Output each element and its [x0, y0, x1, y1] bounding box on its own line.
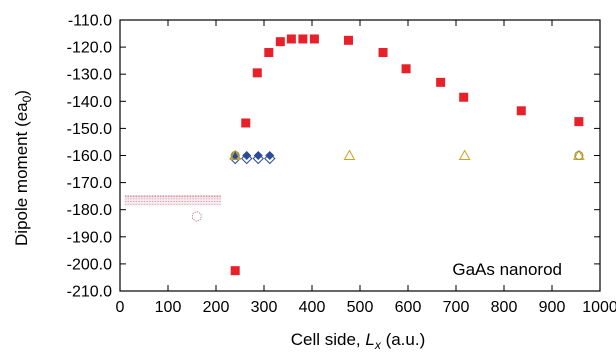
y-tick-label: -200.0: [67, 256, 112, 273]
square-marker: [516, 106, 526, 116]
y-axis-title: Dipole moment (ea0): [12, 90, 34, 246]
x-tick-label: 600: [395, 299, 422, 316]
y-tick-label: -140.0: [67, 94, 112, 111]
circle-marker: [574, 150, 584, 161]
plot-area: [119, 19, 601, 292]
y-tick-label: -130.0: [67, 67, 112, 84]
x-tick-label: 300: [251, 299, 278, 316]
square-marker: [309, 34, 319, 44]
y-tick-label: -210.0: [67, 284, 112, 301]
y-tick-label: -190.0: [67, 229, 112, 246]
square-marker: [378, 48, 388, 58]
annotation-label: GaAs nanorod: [452, 260, 562, 279]
x-tick-label: 400: [299, 299, 326, 316]
hexagon-marker: [191, 210, 202, 223]
diamond-marker-filled: [230, 151, 240, 160]
data-points: [191, 34, 585, 276]
x-tick-label: 900: [539, 299, 566, 316]
y-tick-label: -180.0: [67, 202, 112, 219]
square-marker: [230, 266, 240, 276]
x-tick-label: 0: [116, 299, 125, 316]
square-marker: [436, 77, 446, 87]
x-tick-label: 200: [203, 299, 230, 316]
y-tick-label: -120.0: [67, 40, 112, 57]
x-tick-label: 700: [443, 299, 470, 316]
square-marker: [459, 92, 469, 102]
x-axis-title: Cell side, Lx (a.u.): [291, 330, 426, 352]
square-marker: [343, 35, 353, 45]
diamond-marker-open: [252, 152, 264, 165]
diamond-marker-open: [241, 152, 253, 165]
square-marker: [401, 64, 411, 74]
y-tick-label: -170.0: [67, 175, 112, 192]
diamond-marker-filled: [265, 151, 275, 160]
y-tick-label: -110.0: [68, 13, 112, 30]
plot-frame: [119, 19, 601, 292]
square-marker: [241, 118, 251, 128]
square-marker: [286, 34, 296, 44]
diamond-marker-filled: [253, 151, 263, 160]
x-tick-label: 1000: [582, 299, 616, 316]
y-axis-ticks: -210.0 -200.0 -190.0 -180.0 -170.0 -160.0 -150…: [67, 13, 600, 301]
circle-marker: [230, 150, 240, 161]
y-tick-label: -150.0: [67, 121, 112, 138]
x-tick-label: 500: [347, 299, 374, 316]
square-marker: [275, 37, 285, 47]
inset-band: [124, 195, 221, 208]
x-axis-ticks: 0 100 200 300 400 500 600 700 800 900 1000: [116, 20, 616, 316]
diamond-marker-filled: [242, 151, 252, 160]
square-marker: [264, 48, 274, 58]
diamond-marker-open: [264, 152, 276, 165]
square-marker: [252, 68, 262, 78]
triangle-marker: [458, 149, 471, 160]
y-tick-label: -160.0: [67, 148, 112, 165]
triangle-marker: [343, 149, 356, 160]
x-tick-label: 800: [491, 299, 518, 316]
square-marker: [298, 34, 308, 44]
inset-band-shadow: [124, 198, 221, 208]
x-tick-label: 100: [155, 299, 182, 316]
square-marker: [574, 117, 584, 127]
